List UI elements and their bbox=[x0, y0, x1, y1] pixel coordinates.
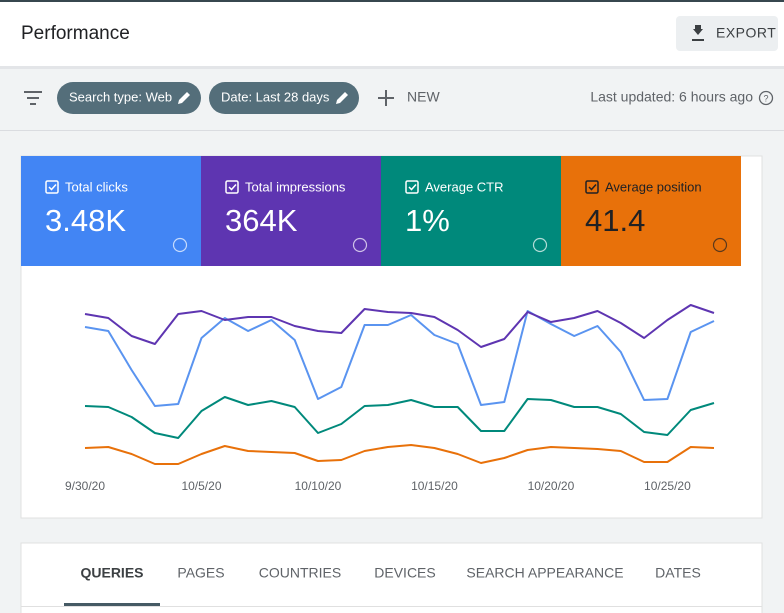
metric-value: 41.4 bbox=[585, 203, 645, 238]
help-icon-mark: ? bbox=[763, 93, 768, 103]
page-title: Performance bbox=[21, 23, 130, 44]
help-icon[interactable] bbox=[532, 237, 548, 253]
x-tick-label: 10/10/20 bbox=[295, 479, 342, 493]
tab-divider bbox=[21, 606, 762, 607]
x-tick-label: 9/30/20 bbox=[65, 479, 105, 493]
metric-value: 3.48K bbox=[45, 203, 126, 238]
checkbox[interactable] bbox=[225, 180, 239, 194]
metric-label: Total impressions bbox=[245, 179, 346, 194]
x-tick-label: 10/5/20 bbox=[181, 479, 221, 493]
export-button[interactable] bbox=[676, 16, 778, 51]
checkbox[interactable] bbox=[405, 180, 419, 194]
edit-icon[interactable] bbox=[178, 92, 190, 104]
filter-chip[interactable] bbox=[209, 82, 359, 114]
tab[interactable]: DATES bbox=[655, 565, 701, 581]
edit-icon[interactable] bbox=[336, 92, 348, 104]
x-tick-label: 10/25/20 bbox=[644, 479, 691, 493]
tab-indicator bbox=[64, 603, 160, 606]
check-mark bbox=[588, 183, 597, 191]
series-line bbox=[84, 444, 715, 465]
chip-label[interactable]: Search type: Web bbox=[69, 89, 172, 104]
metric-card[interactable] bbox=[381, 156, 561, 266]
checkbox[interactable] bbox=[45, 180, 59, 194]
metric-card[interactable] bbox=[21, 156, 201, 266]
metric-card[interactable] bbox=[561, 156, 741, 266]
x-tick-label: 10/20/20 bbox=[528, 479, 575, 493]
tab[interactable]: SEARCH APPEARANCE bbox=[466, 565, 623, 581]
check-mark bbox=[228, 183, 237, 191]
filter-icon[interactable] bbox=[24, 91, 42, 105]
download-icon bbox=[692, 25, 704, 41]
plus-icon[interactable] bbox=[378, 90, 394, 106]
metric-label: Average position bbox=[605, 179, 702, 194]
x-tick-label: 10/15/20 bbox=[411, 479, 458, 493]
help-icon[interactable] bbox=[172, 237, 188, 253]
series-line bbox=[84, 304, 715, 348]
header-shadow bbox=[0, 66, 784, 69]
help-icon[interactable] bbox=[712, 237, 728, 253]
metric-card[interactable] bbox=[201, 156, 381, 266]
metric-label: Total clicks bbox=[65, 179, 128, 194]
tab[interactable]: QUERIES bbox=[80, 565, 143, 581]
series-line bbox=[84, 396, 715, 439]
metric-value: 364K bbox=[225, 203, 298, 238]
metric-label: Average CTR bbox=[425, 179, 504, 194]
metric-value: 1% bbox=[405, 203, 450, 238]
last-updated: Last updated: 6 hours ago bbox=[590, 89, 753, 105]
check-mark bbox=[48, 183, 57, 191]
check-mark bbox=[408, 183, 417, 191]
tab[interactable]: DEVICES bbox=[374, 565, 435, 581]
top-border bbox=[0, 0, 784, 2]
header bbox=[0, 0, 784, 66]
tab[interactable]: COUNTRIES bbox=[259, 565, 341, 581]
series-line bbox=[84, 310, 715, 407]
help-icon[interactable] bbox=[352, 237, 368, 253]
help-icon[interactable] bbox=[758, 90, 774, 106]
tab[interactable]: PAGES bbox=[177, 565, 224, 581]
filter-separator bbox=[0, 130, 784, 131]
export-label[interactable]: EXPORT bbox=[716, 25, 776, 41]
tabs-card bbox=[20, 542, 763, 613]
filter-chip[interactable] bbox=[57, 82, 201, 114]
new-filter[interactable]: NEW bbox=[407, 89, 440, 105]
chip-label[interactable]: Date: Last 28 days bbox=[221, 89, 330, 104]
checkbox[interactable] bbox=[585, 180, 599, 194]
